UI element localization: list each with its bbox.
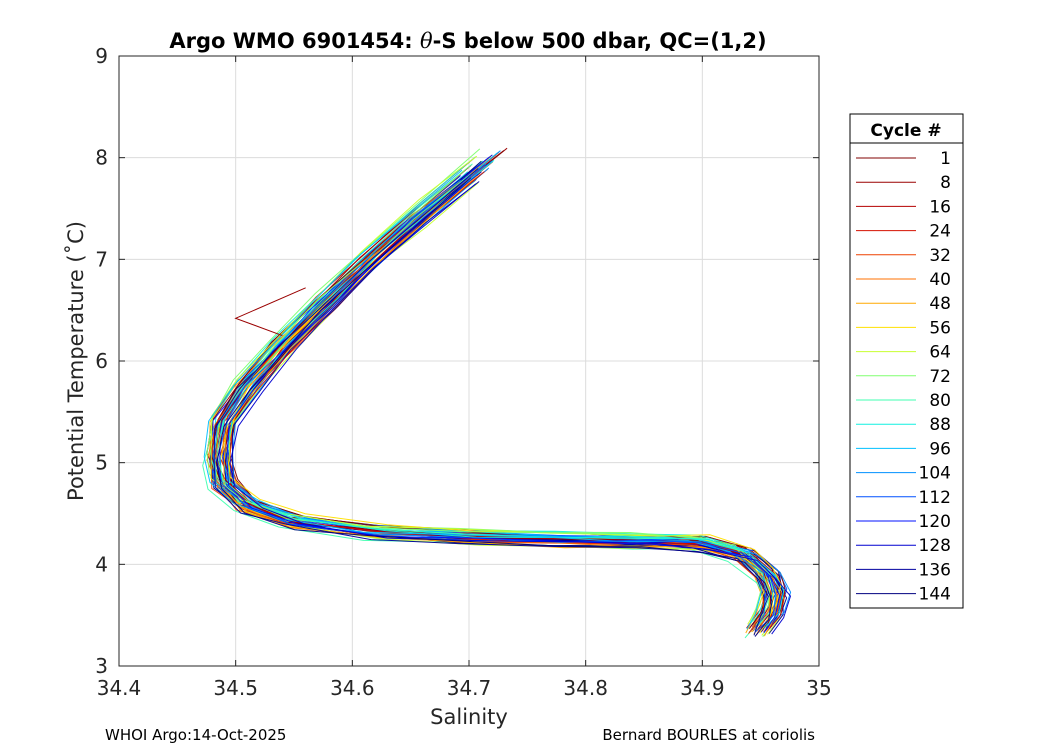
legend-label-88: 88: [929, 415, 951, 435]
x-axis-label: Salinity: [430, 705, 508, 729]
legend-label-8: 8: [940, 173, 951, 193]
cycle-72-curve: [213, 165, 771, 626]
legend-label-128: 128: [919, 536, 951, 556]
cycle-80-curve: [216, 176, 774, 628]
cycle-128-curve: [229, 183, 792, 635]
x-tick-label: 34.5: [213, 676, 258, 700]
y-tick-label: 8: [95, 146, 108, 170]
cycle-120-curve: [226, 173, 781, 634]
footer-left: WHOI Argo:14-Oct-2025: [105, 726, 286, 744]
y-tick-label: 9: [95, 44, 108, 68]
cycle-136-curve: [213, 168, 769, 636]
legend-label-112: 112: [919, 488, 951, 508]
x-tick-label: 34.9: [680, 676, 725, 700]
legend-label-64: 64: [929, 343, 951, 363]
grid-lines: [119, 56, 819, 666]
legend-label-96: 96: [929, 439, 951, 459]
x-tick-label: 34.8: [563, 676, 608, 700]
cycle-144-curve: [216, 177, 773, 637]
legend-label-104: 104: [919, 464, 951, 484]
x-tick-label: 35: [806, 676, 831, 700]
y-axis-label: Potential Temperature (˚C): [64, 221, 88, 501]
x-tick-label: 34.4: [97, 676, 142, 700]
cycle-8-spike: [234, 287, 306, 337]
legend-entries: 1 8 16 24 32 40 48 56 64 72 80 88 96 104 112 120 128 136 1…: [856, 149, 951, 605]
legend-label-48: 48: [929, 294, 951, 314]
legend-title: Cycle #: [870, 121, 941, 141]
y-tick-label: 5: [95, 451, 108, 475]
legend-label-40: 40: [929, 270, 951, 290]
axis-ticks: 34.4 34.5 34.6 34.7 34.8 34.9 35 3 4 5 6 7 8 9: [95, 44, 831, 700]
legend-label-120: 120: [919, 512, 951, 532]
legend-label-136: 136: [919, 560, 951, 580]
y-tick-label: 7: [95, 247, 108, 271]
cycle-56-curve: [226, 172, 782, 624]
title-theta-symbol: θ: [420, 29, 433, 53]
profile-curves: [202, 147, 792, 639]
title-part-2: -S below 500 dbar, QC=(1,2): [433, 29, 767, 53]
legend-label-32: 32: [929, 246, 951, 266]
x-tick-label: 34.6: [330, 676, 375, 700]
legend-box: [849, 113, 964, 609]
title-part-1: Argo WMO 6901454:: [169, 29, 420, 53]
footer-right: Bernard BOURLES at coriolis: [602, 726, 815, 744]
x-tick-label: 34.7: [447, 676, 492, 700]
legend-label-72: 72: [929, 367, 951, 387]
legend-label-16: 16: [929, 197, 951, 217]
legend-label-1: 1: [940, 149, 951, 169]
chart-title: Argo WMO 6901454: θ-S below 500 dbar, QC…: [169, 29, 766, 53]
y-tick-label: 3: [95, 654, 108, 678]
legend: Cycle # 1 8 16 24 32 40 48 56 64 72 80 88 96 104 112 12…: [849, 113, 964, 609]
y-tick-label: 6: [95, 349, 108, 373]
legend-label-24: 24: [929, 222, 951, 242]
legend-label-144: 144: [919, 585, 951, 605]
legend-label-80: 80: [929, 391, 951, 411]
cycle-88-curve: [226, 159, 785, 629]
y-tick-label: 4: [95, 552, 108, 576]
legend-label-56: 56: [929, 318, 951, 338]
